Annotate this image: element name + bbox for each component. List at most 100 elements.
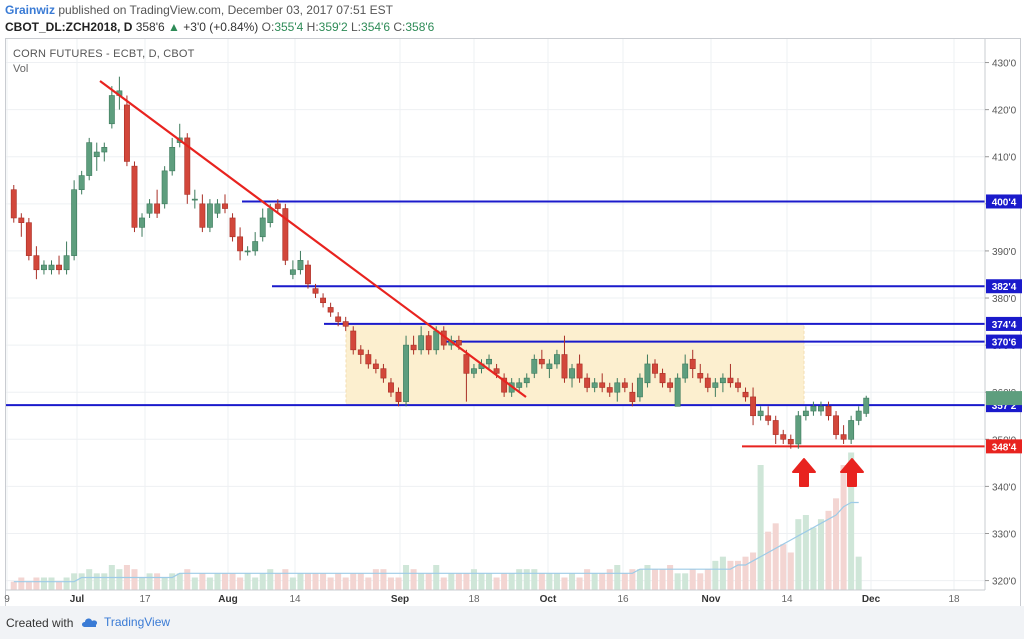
time-tick-label: 18 bbox=[468, 594, 480, 605]
candle-down bbox=[327, 307, 334, 313]
candle-up bbox=[433, 330, 440, 351]
candle-up bbox=[644, 363, 651, 384]
candle-up bbox=[719, 377, 726, 384]
candle-down bbox=[493, 368, 500, 374]
close-label: C: bbox=[393, 20, 406, 34]
volume-bar bbox=[320, 573, 327, 590]
trendline bbox=[99, 80, 527, 398]
candle-down bbox=[697, 373, 704, 379]
volume-bar bbox=[252, 577, 259, 590]
candle-up bbox=[267, 208, 274, 223]
volume-bar bbox=[146, 573, 153, 590]
volume-bar bbox=[410, 569, 417, 590]
last-price: 358'6 bbox=[135, 20, 165, 34]
volume-bar bbox=[825, 510, 832, 590]
price-chart[interactable]: 320'0330'0340'0350'0360'0370'0380'0390'0… bbox=[0, 0, 1024, 606]
time-tick-label: 9 bbox=[4, 594, 10, 605]
consolidation-rect bbox=[345, 323, 805, 406]
candle-up bbox=[614, 382, 621, 393]
volume-bar bbox=[765, 531, 772, 590]
publish-header: Grainwiz published on TradingView.com, D… bbox=[0, 0, 1024, 38]
consolidation-box bbox=[345, 323, 805, 406]
candle-up bbox=[259, 217, 266, 238]
up-arrow-icon bbox=[840, 458, 864, 487]
volume-bar bbox=[576, 577, 583, 590]
volume-bar bbox=[176, 573, 183, 590]
candle-up bbox=[516, 382, 523, 388]
candle-up bbox=[403, 344, 409, 402]
tradingview-logo[interactable]: TradingView bbox=[80, 615, 170, 629]
volume-bar bbox=[274, 573, 281, 590]
time-tick-label: Aug bbox=[218, 594, 237, 605]
volume-bar bbox=[18, 577, 25, 590]
volume-bar bbox=[636, 569, 643, 590]
volume-bar bbox=[365, 577, 372, 590]
candle-up bbox=[712, 382, 719, 388]
candle-down bbox=[840, 434, 847, 440]
candle-down bbox=[18, 217, 25, 223]
candle-down bbox=[33, 255, 40, 271]
candle-up bbox=[682, 363, 689, 379]
candle-down bbox=[372, 363, 379, 369]
volume-bar bbox=[335, 573, 342, 590]
time-tick-label: 17 bbox=[139, 594, 151, 605]
time-axis: 9 Jul 17 Aug 14 Sep 18 Oct 16 Nov 14 Dec 18 bbox=[4, 589, 985, 605]
volume-label: Vol bbox=[13, 63, 29, 75]
volume-bar bbox=[629, 569, 636, 590]
candle-down bbox=[787, 438, 794, 445]
low-label: L: bbox=[351, 20, 362, 34]
candle-up bbox=[289, 269, 296, 275]
candle-down bbox=[320, 297, 327, 304]
price-tick-label: 320'0 bbox=[992, 577, 1017, 588]
volume-bar bbox=[327, 577, 334, 590]
publish-info: Grainwiz published on TradingView.com, D… bbox=[5, 3, 393, 17]
candle-down bbox=[621, 382, 628, 388]
price-tick-label: 380'0 bbox=[992, 294, 1017, 305]
volume-bar bbox=[56, 581, 63, 590]
price-level-label: 382'4 bbox=[992, 282, 1017, 293]
created-with-text: Created with bbox=[6, 616, 74, 630]
volume-bar bbox=[855, 556, 862, 590]
volume-bar bbox=[584, 569, 591, 590]
footer: Created with TradingView bbox=[0, 606, 1024, 639]
candle-up bbox=[244, 250, 251, 253]
time-tick-label: 16 bbox=[617, 594, 629, 605]
time-tick-label: Nov bbox=[702, 594, 721, 605]
candle-down bbox=[365, 354, 372, 365]
volume-bar bbox=[25, 581, 32, 590]
volume-bar bbox=[569, 573, 576, 590]
time-tick-label: Jul bbox=[70, 594, 85, 605]
candle-down bbox=[237, 236, 244, 252]
volume-bar bbox=[259, 573, 266, 590]
candle-down bbox=[689, 358, 696, 369]
volume-bar bbox=[523, 569, 530, 590]
open-label: O: bbox=[261, 20, 275, 34]
candle-down bbox=[388, 382, 394, 393]
candle-up bbox=[252, 241, 259, 252]
candle-down bbox=[357, 349, 364, 355]
author-link[interactable]: Grainwiz bbox=[5, 3, 56, 17]
volume-bar bbox=[229, 573, 236, 590]
volume-bar bbox=[342, 577, 349, 590]
candlesticks bbox=[10, 76, 870, 449]
candle-down bbox=[184, 137, 191, 195]
volume-bar bbox=[425, 573, 432, 590]
volume-bar bbox=[833, 498, 840, 590]
support-arrows bbox=[792, 458, 864, 487]
time-tick-label: Dec bbox=[862, 594, 881, 605]
volume-bar bbox=[116, 569, 123, 590]
price-level-badge bbox=[986, 194, 1022, 209]
volume-bars bbox=[10, 452, 862, 590]
volume-bar bbox=[244, 573, 251, 590]
volume-bar bbox=[169, 573, 176, 590]
candle-down bbox=[131, 165, 138, 228]
published-text: published on TradingView.com, December 0… bbox=[58, 3, 394, 17]
cloud-icon bbox=[82, 618, 98, 627]
candle-down bbox=[780, 434, 787, 440]
candle-down bbox=[395, 391, 402, 402]
volume-bar bbox=[493, 577, 500, 590]
candle-up bbox=[86, 142, 93, 176]
volume-bar bbox=[697, 573, 704, 590]
current-price-badge bbox=[986, 391, 1022, 406]
price-level-badge bbox=[986, 334, 1022, 349]
